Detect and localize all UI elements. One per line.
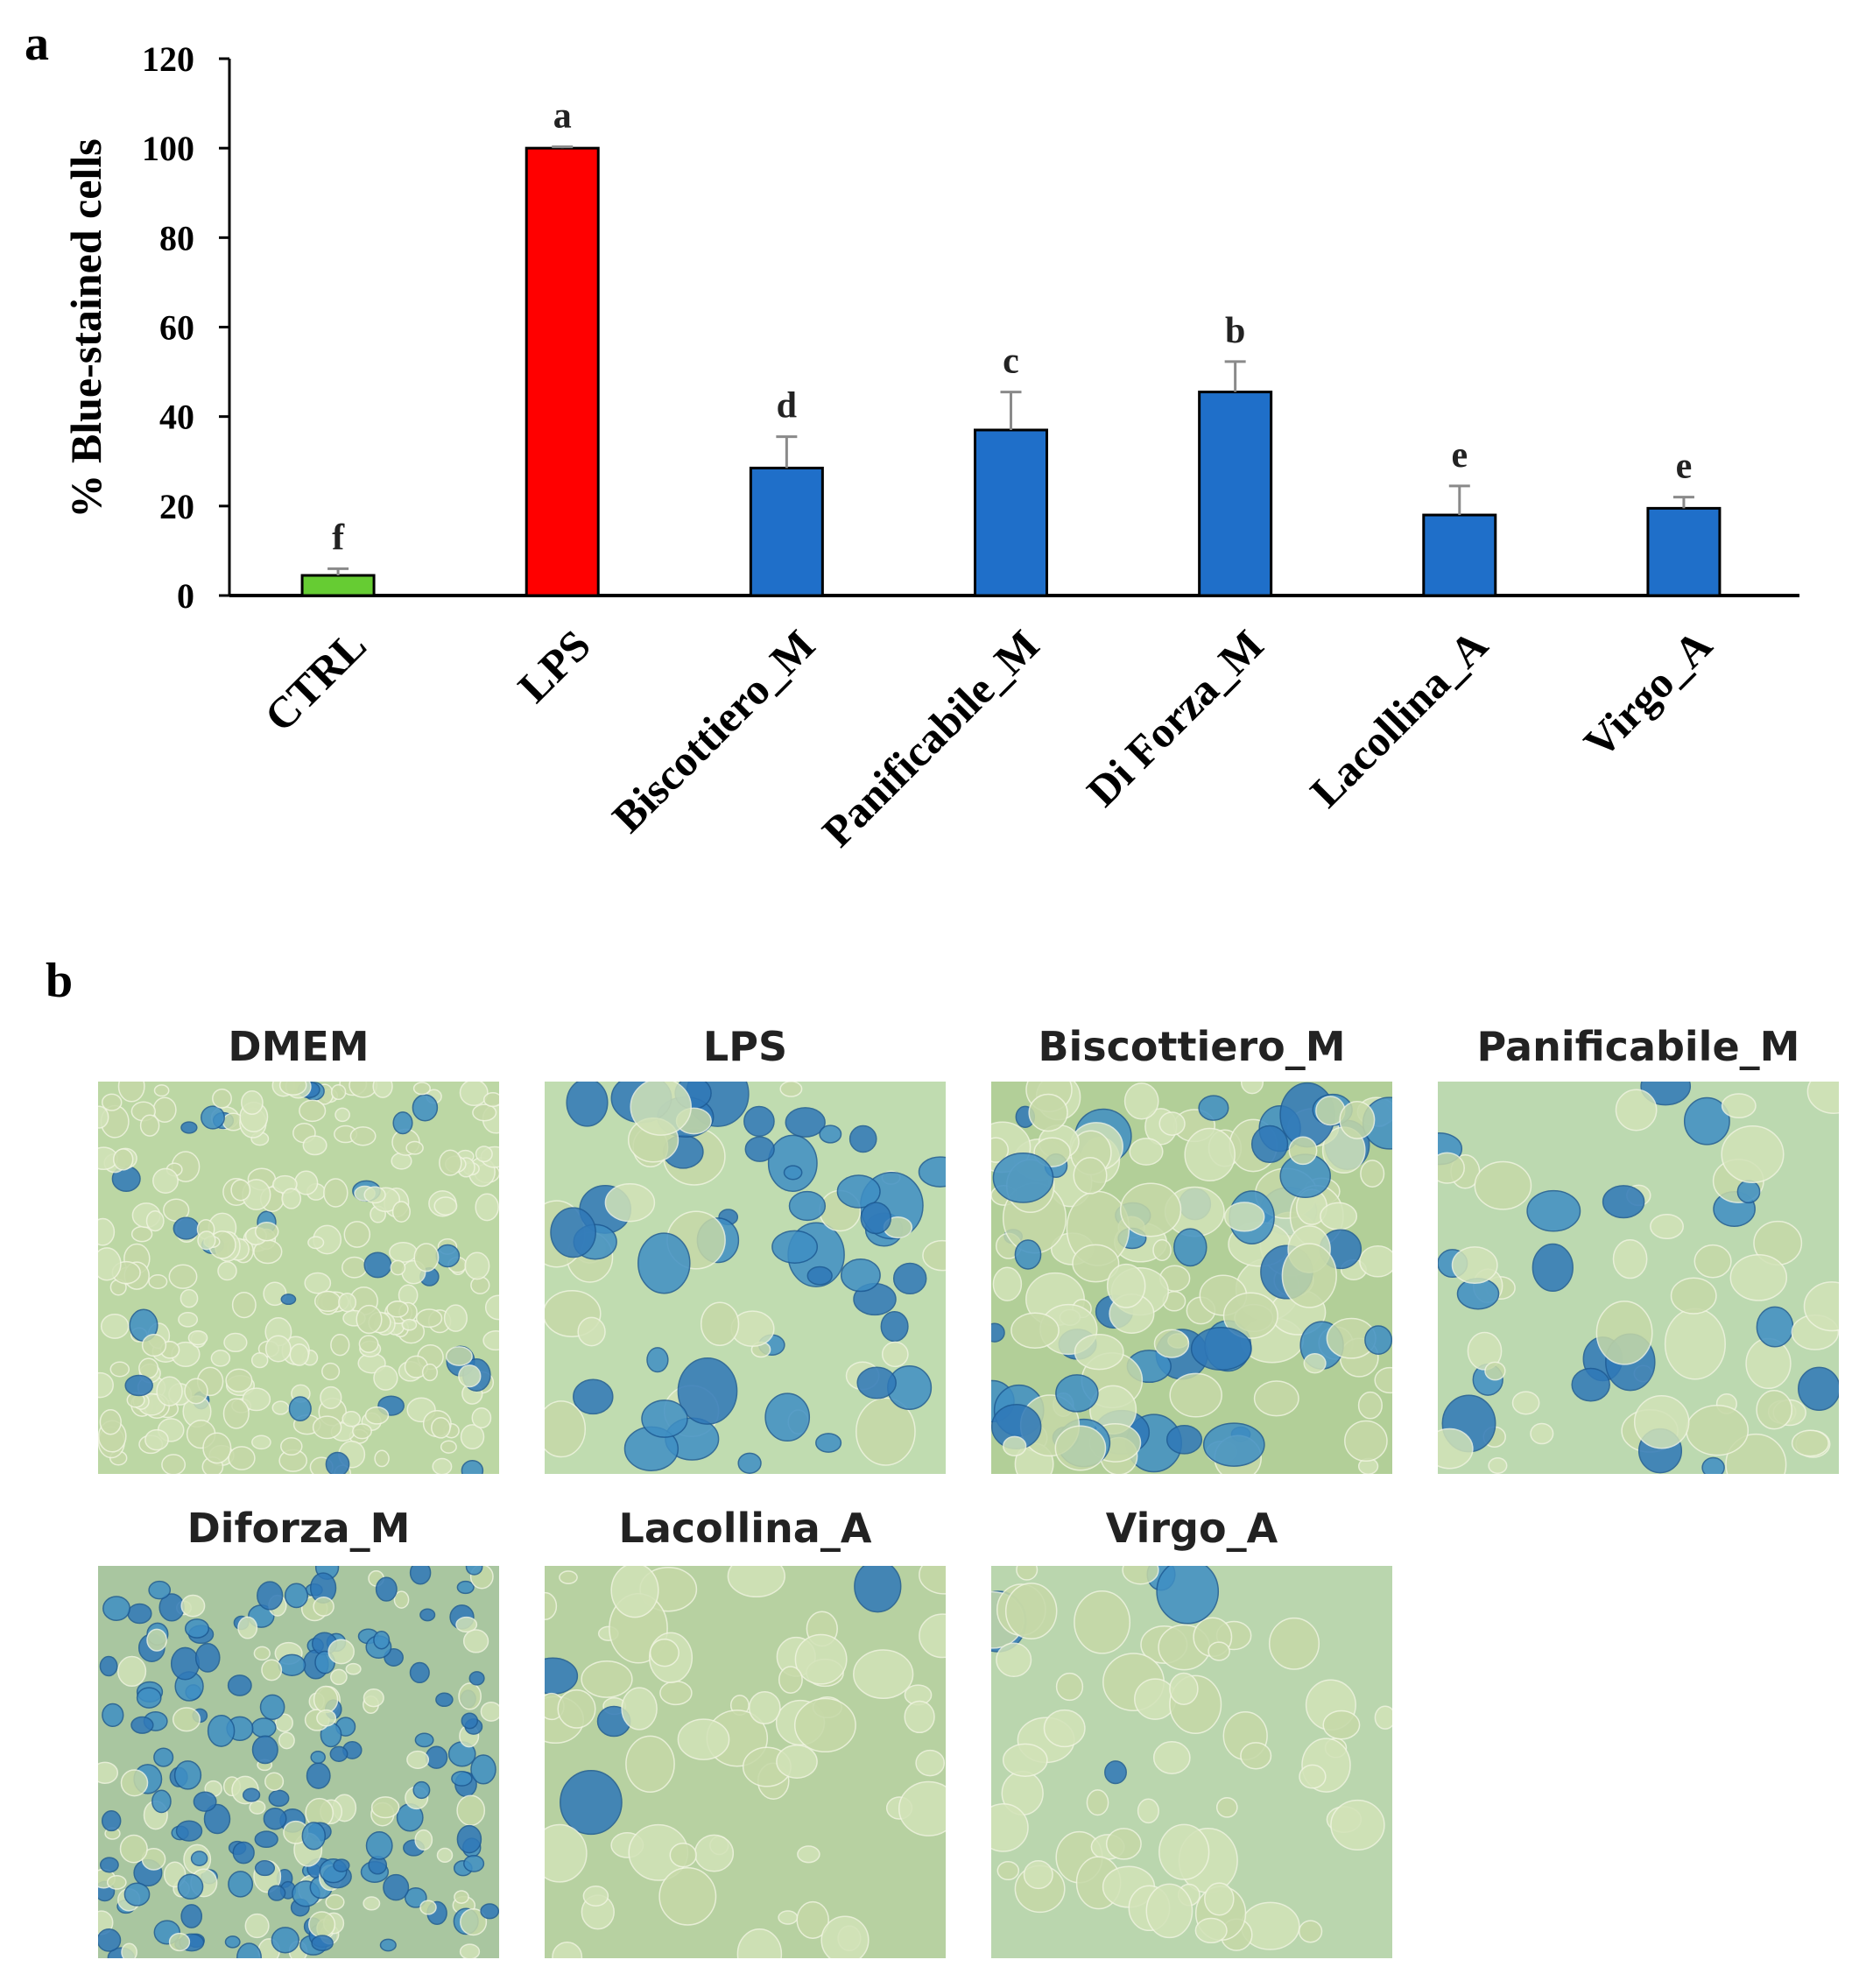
- micrograph-cells: [1438, 1082, 1839, 1474]
- significance-letter: f: [332, 518, 345, 558]
- micrograph-image: [991, 1566, 1392, 1958]
- micrograph-title: LPS: [702, 1023, 788, 1070]
- bar: [1646, 506, 1722, 597]
- y-tick-label: 60: [159, 308, 194, 348]
- significance-letter: e: [1451, 435, 1468, 476]
- y-axis-title: % Blue-stained cells: [61, 138, 110, 518]
- bar: [974, 428, 1048, 597]
- micrograph-title: Lacollina_A: [618, 1505, 872, 1552]
- micrograph-image: [98, 1082, 499, 1474]
- bar-chart: 0 20 40 60 80 100 120 % Blue-stained cells f CTRL…: [61, 39, 1799, 857]
- x-tick-label: Virgo_A: [1574, 620, 1722, 767]
- x-tick-label: Biscottiero_M: [602, 620, 824, 842]
- x-tick-label: Lacollina_A: [1300, 620, 1496, 816]
- micrograph-image: [1438, 1082, 1839, 1474]
- micrograph-title: Panificabile_M: [1476, 1023, 1800, 1070]
- micrograph-title: DMEM: [228, 1023, 370, 1070]
- micrograph-title: Virgo_A: [1105, 1505, 1278, 1552]
- bar: [1198, 391, 1273, 597]
- micrograph-cells: [545, 1566, 946, 1958]
- micrograph-image: [991, 1082, 1392, 1474]
- x-tick-label: CTRL: [255, 620, 376, 741]
- micrograph-image: [545, 1566, 946, 1958]
- micrograph-cells: [98, 1566, 499, 1958]
- y-tick-label: 120: [142, 39, 194, 79]
- y-tick-label: 20: [159, 487, 194, 526]
- panel-b-label: b: [46, 954, 74, 1008]
- micrograph-image: [545, 1082, 946, 1474]
- micrograph-title: Diforza_M: [187, 1505, 411, 1552]
- panel-a-label: a: [25, 17, 49, 71]
- micrograph-title: Biscottiero_M: [1038, 1023, 1346, 1070]
- bar: [525, 146, 600, 597]
- significance-letter: a: [553, 96, 572, 137]
- y-tick-label: 100: [142, 129, 194, 168]
- micrograph-cells: [991, 1566, 1392, 1958]
- significance-letter: c: [1003, 342, 1019, 382]
- x-tick-label: Panificabile_M: [813, 620, 1048, 856]
- bar: [749, 466, 824, 597]
- y-tick-label: 80: [159, 218, 194, 257]
- micrograph-cells: [545, 1082, 946, 1474]
- y-tick-label: 40: [159, 398, 194, 437]
- micrograph-image: [98, 1566, 499, 1958]
- x-tick-label: Di Forza_M: [1077, 620, 1272, 815]
- y-tick-label: 0: [177, 576, 194, 616]
- bar: [300, 574, 376, 597]
- bar: [1422, 513, 1497, 597]
- x-tick-label: LPS: [509, 620, 600, 711]
- significance-letter: b: [1225, 311, 1245, 351]
- micrograph-cells: [98, 1082, 499, 1474]
- significance-letter: e: [1676, 447, 1693, 487]
- micrograph-cells: [991, 1082, 1392, 1474]
- significance-letter: d: [777, 386, 797, 427]
